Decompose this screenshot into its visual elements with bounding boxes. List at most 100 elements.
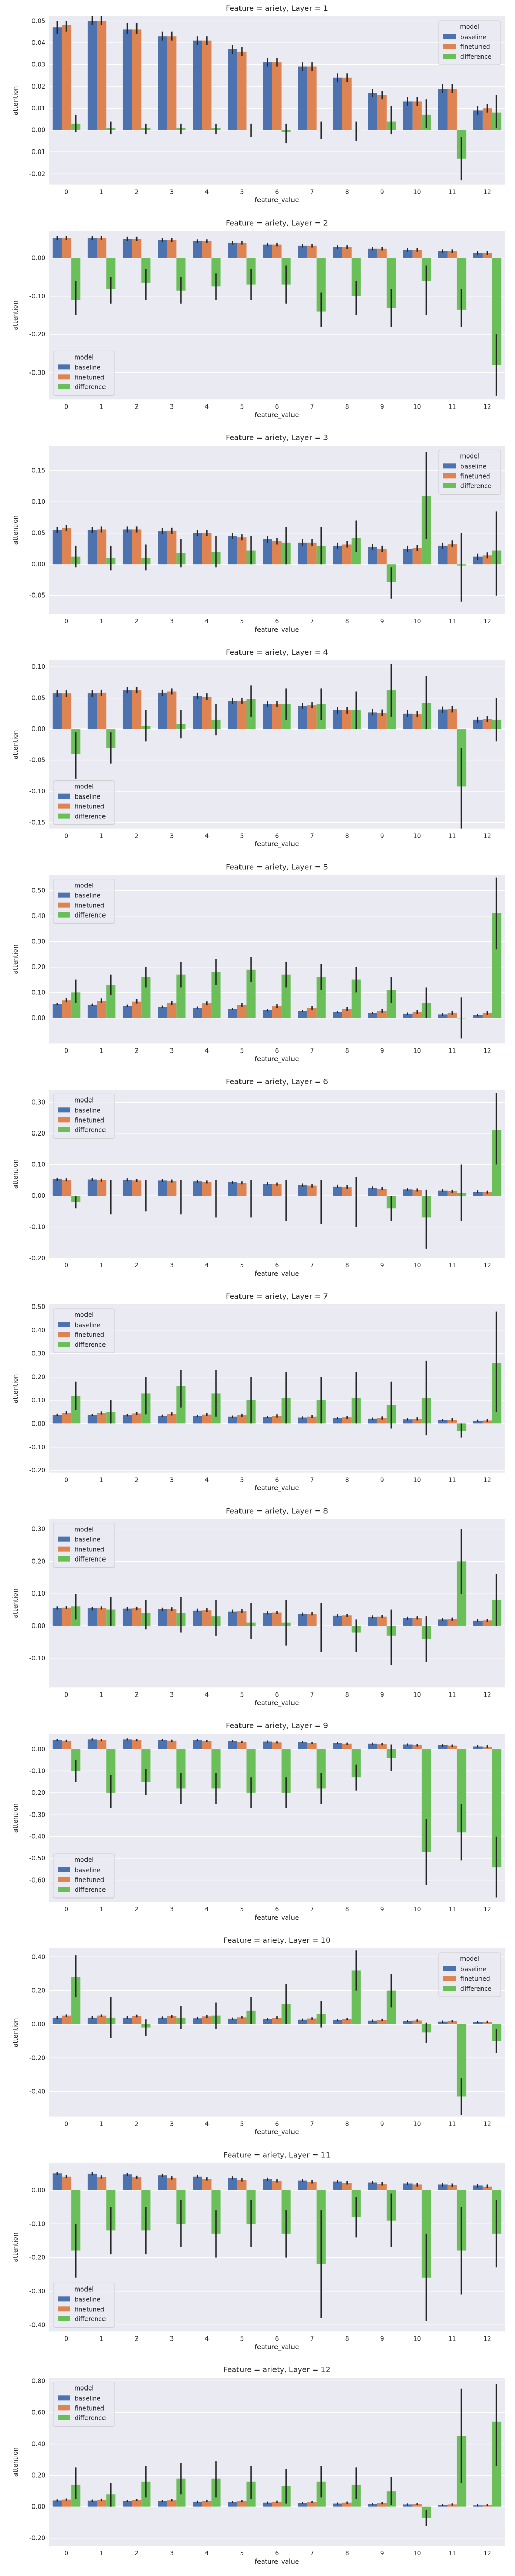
y-tick-label: 0.00 bbox=[31, 2021, 45, 2028]
bar-finetuned-11 bbox=[447, 709, 457, 730]
x-tick-label: 5 bbox=[240, 618, 244, 625]
bar-finetuned-7 bbox=[307, 1416, 317, 1424]
legend-label-difference: difference bbox=[460, 482, 491, 489]
legend-title: model bbox=[74, 353, 93, 361]
bar-baseline-5 bbox=[228, 536, 237, 565]
bar-baseline-5 bbox=[228, 701, 237, 730]
bar-baseline-11 bbox=[438, 2184, 448, 2190]
legend-swatch-finetuned bbox=[58, 374, 70, 380]
bar-finetuned-1 bbox=[97, 238, 107, 258]
bar-finetuned-6 bbox=[272, 704, 282, 730]
x-tick-label: 12 bbox=[483, 1047, 491, 1054]
bar-baseline-9 bbox=[368, 1013, 377, 1018]
bar-finetuned-5 bbox=[237, 1415, 247, 1424]
bar-finetuned-2 bbox=[132, 2015, 142, 2024]
bar-finetuned-3 bbox=[167, 1181, 177, 1196]
bar-finetuned-5 bbox=[237, 2017, 247, 2024]
bar-baseline-4 bbox=[193, 40, 202, 130]
bar-finetuned-6 bbox=[272, 2181, 282, 2190]
bar-finetuned-6 bbox=[272, 2501, 282, 2507]
x-tick-label: 12 bbox=[483, 403, 491, 410]
x-tick-label: 9 bbox=[380, 403, 384, 410]
x-tick-label: 11 bbox=[448, 403, 456, 410]
bar-baseline-4 bbox=[193, 1610, 202, 1626]
bar-finetuned-0 bbox=[61, 238, 72, 258]
legend-label-difference: difference bbox=[75, 1341, 106, 1348]
bar-baseline-10 bbox=[403, 2183, 413, 2190]
legend-label-finetuned: finetuned bbox=[75, 2404, 104, 2412]
legend-label-finetuned: finetuned bbox=[75, 902, 104, 909]
x-tick-label: 6 bbox=[275, 1477, 279, 1484]
bar-baseline-2 bbox=[122, 1415, 132, 1424]
bar-finetuned-12 bbox=[482, 108, 492, 130]
bar-baseline-1 bbox=[87, 2017, 97, 2024]
bar-finetuned-7 bbox=[307, 245, 317, 258]
bar-difference-7 bbox=[316, 258, 326, 312]
x-tick-label: 10 bbox=[413, 2550, 421, 2557]
chart-panel-1: -0.02-0.010.000.010.020.030.040.050 1 2 3 4 5… bbox=[11, 5, 505, 204]
bar-finetuned-0 bbox=[61, 1000, 72, 1018]
bar-difference-10 bbox=[421, 2190, 432, 2278]
bar-baseline-0 bbox=[52, 2500, 62, 2507]
y-tick-label: 0.20 bbox=[31, 1987, 45, 1994]
y-tick-label: -0.20 bbox=[29, 331, 45, 338]
bar-finetuned-6 bbox=[272, 1184, 282, 1196]
bar-finetuned-0 bbox=[61, 528, 72, 565]
bar-finetuned-2 bbox=[132, 1740, 142, 1750]
bar-finetuned-11 bbox=[447, 2021, 457, 2024]
legend: model baseline finetuned difference bbox=[53, 1853, 115, 1899]
chart-title: Feature = ariety, Layer = 8 bbox=[226, 1507, 328, 1516]
legend-swatch-finetuned bbox=[58, 1546, 70, 1552]
bar-baseline-12 bbox=[473, 1620, 483, 1626]
bar-difference-1 bbox=[106, 258, 116, 289]
x-tick-label: 11 bbox=[448, 2335, 456, 2342]
y-tick-label: 0.05 bbox=[31, 530, 45, 537]
bar-baseline-8 bbox=[333, 2020, 342, 2024]
x-tick-label: 7 bbox=[310, 2335, 314, 2342]
bar-baseline-12 bbox=[473, 1746, 483, 1750]
legend: model baseline finetuned difference bbox=[53, 879, 115, 924]
legend-swatch-finetuned bbox=[58, 2306, 70, 2312]
x-tick-label: 1 bbox=[99, 189, 104, 196]
bar-difference-5 bbox=[246, 1749, 256, 1793]
x-tick-label: 3 bbox=[169, 2550, 174, 2557]
bar-finetuned-1 bbox=[97, 1608, 107, 1626]
legend-label-difference: difference bbox=[75, 813, 106, 820]
bar-baseline-5 bbox=[228, 1416, 237, 1424]
x-tick-label: 7 bbox=[310, 1691, 314, 1698]
x-tick-label: 7 bbox=[310, 2121, 314, 2128]
x-tick-label: 10 bbox=[413, 1691, 421, 1698]
y-tick-label: -0.01 bbox=[29, 148, 45, 156]
legend-swatch-difference bbox=[58, 912, 70, 918]
x-tick-label: 11 bbox=[448, 1906, 456, 1913]
x-tick-label: 10 bbox=[413, 2335, 421, 2342]
legend-label-difference: difference bbox=[460, 53, 491, 60]
bar-finetuned-8 bbox=[342, 1009, 352, 1018]
bar-baseline-1 bbox=[87, 1179, 97, 1196]
legend-label-finetuned: finetuned bbox=[75, 374, 104, 381]
legend-swatch-finetuned bbox=[58, 1117, 70, 1123]
y-tick-label: 0.00 bbox=[31, 255, 45, 262]
bar-finetuned-10 bbox=[412, 1011, 422, 1018]
y-axis-label: attention bbox=[11, 86, 19, 115]
bar-finetuned-8 bbox=[342, 1615, 352, 1626]
bar-finetuned-8 bbox=[342, 710, 352, 730]
bar-baseline-9 bbox=[368, 93, 377, 130]
bar-finetuned-5 bbox=[237, 242, 247, 258]
legend-swatch-difference bbox=[58, 384, 70, 389]
x-tick-label: 2 bbox=[134, 833, 139, 840]
x-tick-label: 11 bbox=[448, 1477, 456, 1484]
legend-swatch-finetuned bbox=[58, 803, 70, 809]
chart-panel-2: -0.30-0.20-0.100.000 1 2 3 4 5 6 7 8 9 10 11 12featu… bbox=[11, 219, 505, 418]
bar-baseline-11 bbox=[438, 545, 448, 565]
bar-finetuned-7 bbox=[307, 2502, 317, 2507]
x-axis-label: feature_value bbox=[255, 2343, 299, 2350]
bar-baseline-5 bbox=[228, 1741, 237, 1750]
x-tick-label: 5 bbox=[240, 189, 244, 196]
legend-label-baseline: baseline bbox=[75, 793, 100, 801]
x-tick-label: 5 bbox=[240, 2335, 244, 2342]
bar-finetuned-10 bbox=[412, 1190, 422, 1196]
bar-baseline-8 bbox=[333, 710, 342, 730]
bar-finetuned-0 bbox=[61, 2015, 72, 2024]
